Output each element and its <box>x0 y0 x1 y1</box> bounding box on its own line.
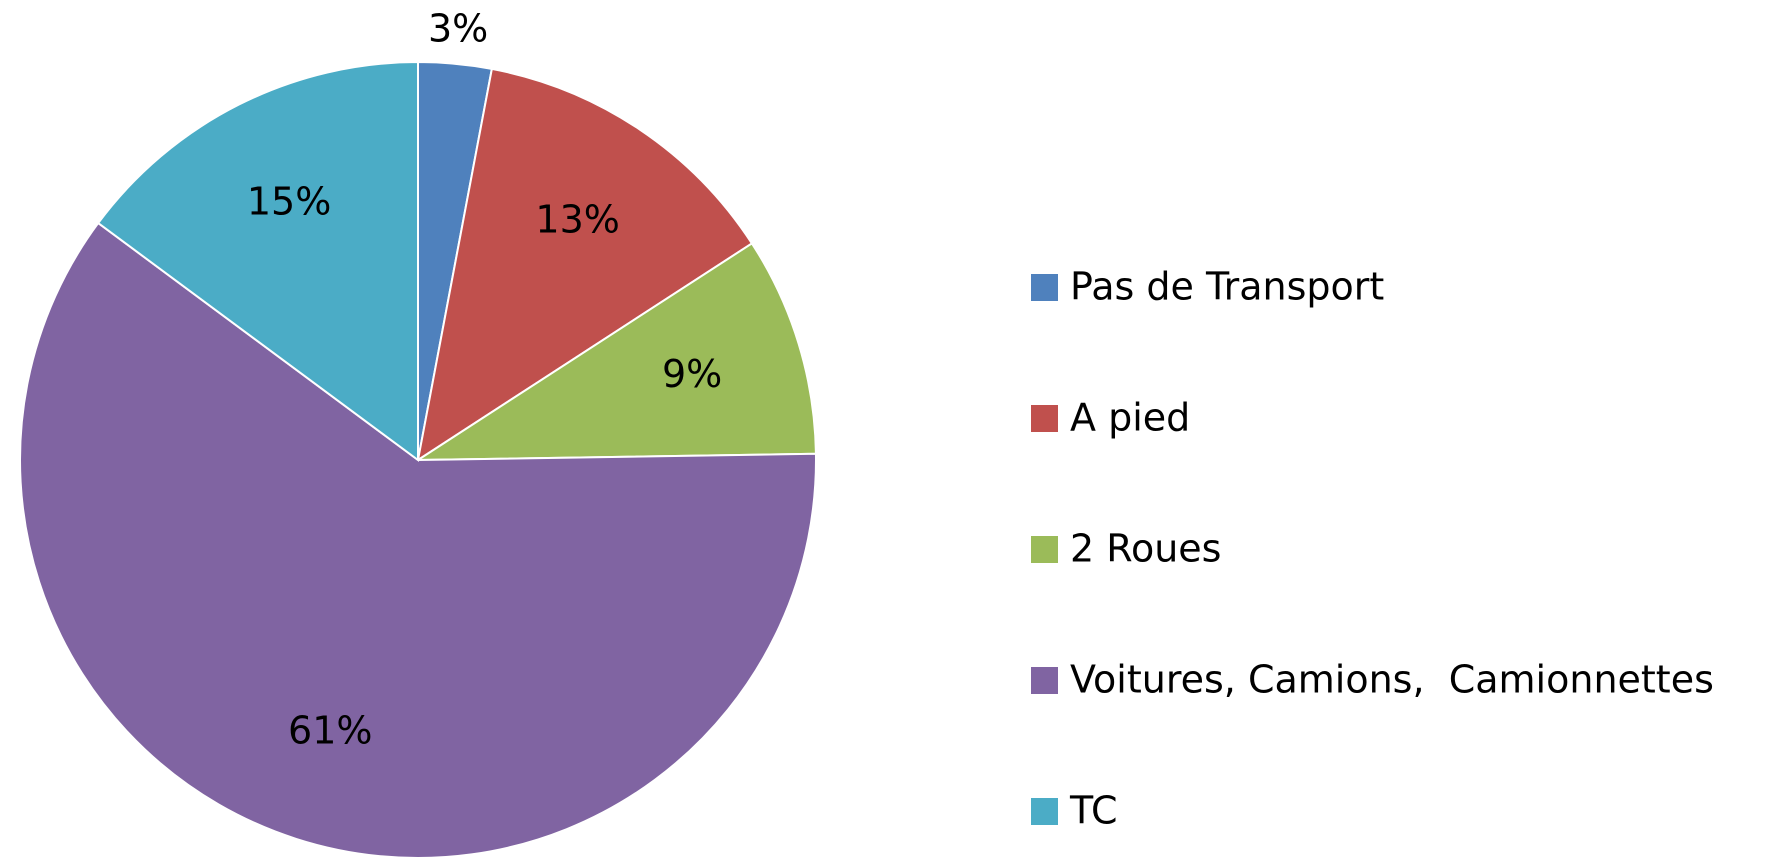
legend-label: TC <box>1069 789 1118 833</box>
legend-swatch <box>1031 798 1058 825</box>
legend-swatch <box>1031 536 1058 563</box>
data-label: 61% <box>288 708 372 752</box>
legend-label: Voitures, Camions, Camionnettes <box>1070 658 1714 702</box>
pie-slice <box>414 242 817 462</box>
legend-swatch <box>1031 405 1058 432</box>
data-label: 13% <box>535 198 619 242</box>
pie-slice <box>96 60 419 462</box>
legend-swatch <box>1031 667 1058 694</box>
data-label: 15% <box>247 180 331 224</box>
pie-slice <box>19 221 817 859</box>
legend-swatch <box>1031 274 1058 301</box>
legend-label: Pas de Transport <box>1070 265 1384 309</box>
legend-label: 2 Roues <box>1070 527 1221 571</box>
data-label: 9% <box>662 352 722 396</box>
pie-slice <box>416 67 754 463</box>
data-label: 3% <box>428 6 488 50</box>
legend-label: A pied <box>1070 396 1190 440</box>
